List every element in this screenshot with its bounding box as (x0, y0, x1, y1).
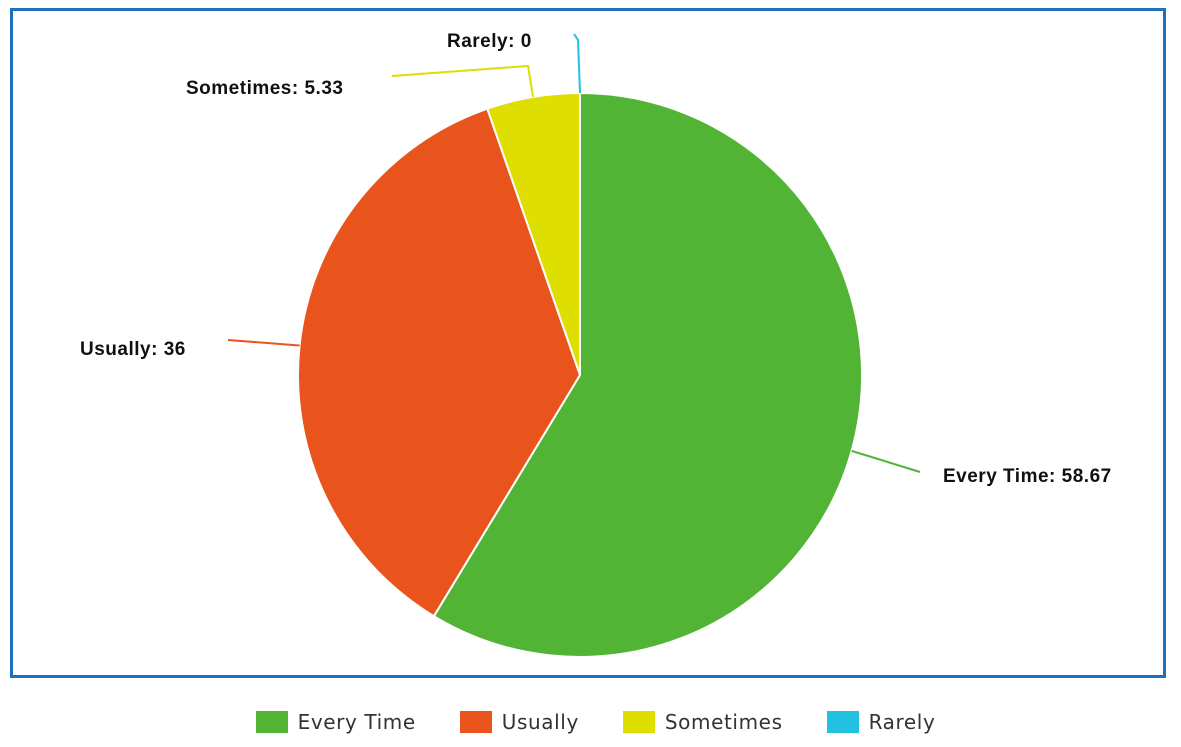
legend: Every Time Usually Sometimes Rarely (0, 710, 1181, 734)
legend-swatch-every-time (255, 711, 288, 733)
leader-line-rarely (573, 33, 581, 94)
legend-label-every-time: Every Time (297, 710, 416, 734)
slice-label-usually: Usually: 36 (80, 339, 186, 360)
leader-line-usually (227, 339, 300, 347)
legend-swatch-sometimes (622, 711, 655, 733)
legend-label-rarely: Rarely (868, 710, 936, 734)
slice-label-rarely: Rarely: 0 (447, 31, 532, 52)
legend-label-sometimes: Sometimes (664, 710, 783, 734)
legend-item-sometimes[interactable]: Sometimes (622, 710, 783, 734)
legend-item-every-time[interactable]: Every Time (255, 710, 416, 734)
slice-labels: Every Time: 58.67 Usually: 36 Sometimes:… (80, 31, 1112, 487)
pie-slice-every-time[interactable] (432, 91, 863, 658)
legend-label-usually: Usually (501, 710, 579, 734)
slice-label-sometimes: Sometimes: 5.33 (186, 78, 343, 99)
legend-item-usually[interactable]: Usually (459, 710, 579, 734)
legend-swatch-usually (459, 711, 492, 733)
pie-chart: Every Time: 58.67 Usually: 36 Sometimes:… (80, 31, 1112, 658)
leader-line-every-time (851, 449, 921, 473)
legend-swatch-rarely (826, 711, 859, 733)
leader-line-sometimes (391, 64, 534, 98)
legend-item-rarely[interactable]: Rarely (826, 710, 936, 734)
slice-label-every-time: Every Time: 58.67 (943, 466, 1112, 487)
leader-lines (227, 33, 921, 473)
pie-slices (297, 91, 863, 658)
